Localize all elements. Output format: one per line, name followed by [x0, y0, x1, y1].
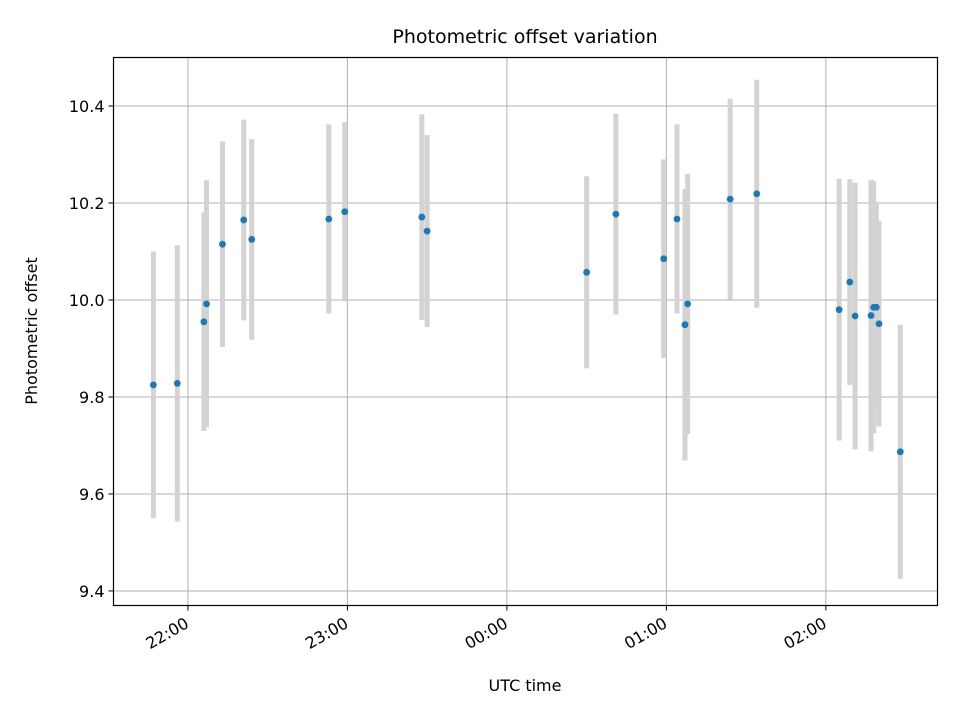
x-tick-label: 01:00 — [621, 614, 670, 654]
y-tick-label: 10.2 — [69, 194, 105, 213]
y-tick-label: 10.0 — [69, 291, 105, 310]
data-point — [726, 195, 734, 203]
data-point — [418, 213, 426, 221]
data-point — [846, 278, 854, 286]
x-axis: 22:00 23:00 00:00 01:00 02:00 — [142, 605, 830, 654]
data-point — [681, 321, 689, 329]
data-point — [173, 379, 181, 387]
grid — [113, 57, 938, 606]
y-tick-label: 9.6 — [79, 485, 104, 504]
y-axis: 9.4 9.6 9.8 10.0 10.2 10.4 — [69, 97, 114, 601]
chart-title: Photometric offset variation — [392, 26, 657, 48]
data-point — [753, 190, 761, 198]
data-point — [875, 320, 883, 328]
data-point — [200, 318, 208, 326]
data-point — [867, 312, 875, 319]
y-tick-label: 10.4 — [69, 97, 105, 116]
x-tick-label: 22:00 — [142, 614, 191, 654]
data-point — [851, 312, 859, 320]
data-point — [219, 240, 226, 248]
data-point — [341, 208, 349, 216]
x-axis-label: UTC time — [489, 676, 562, 695]
x-tick-label: 00:00 — [461, 614, 510, 654]
data-points — [149, 190, 904, 456]
data-point — [835, 306, 843, 314]
data-point — [660, 255, 668, 263]
data-point — [684, 300, 692, 308]
x-tick-label: 02:00 — [780, 614, 829, 654]
y-tick-label: 9.4 — [79, 582, 104, 601]
error-bars — [150, 79, 903, 579]
data-point — [612, 210, 620, 218]
data-point — [325, 215, 333, 223]
y-tick-label: 9.8 — [79, 388, 104, 407]
data-point — [423, 227, 431, 235]
data-point — [673, 215, 681, 223]
data-point — [240, 216, 248, 224]
data-point — [583, 268, 591, 276]
y-axis-label: Photometric offset — [22, 257, 41, 405]
data-point — [203, 300, 210, 308]
x-tick-label: 23:00 — [302, 614, 351, 654]
data-point — [872, 303, 880, 311]
data-point — [149, 381, 157, 389]
plot-frame — [112, 56, 939, 607]
data-point — [248, 235, 256, 243]
data-point — [896, 448, 904, 456]
